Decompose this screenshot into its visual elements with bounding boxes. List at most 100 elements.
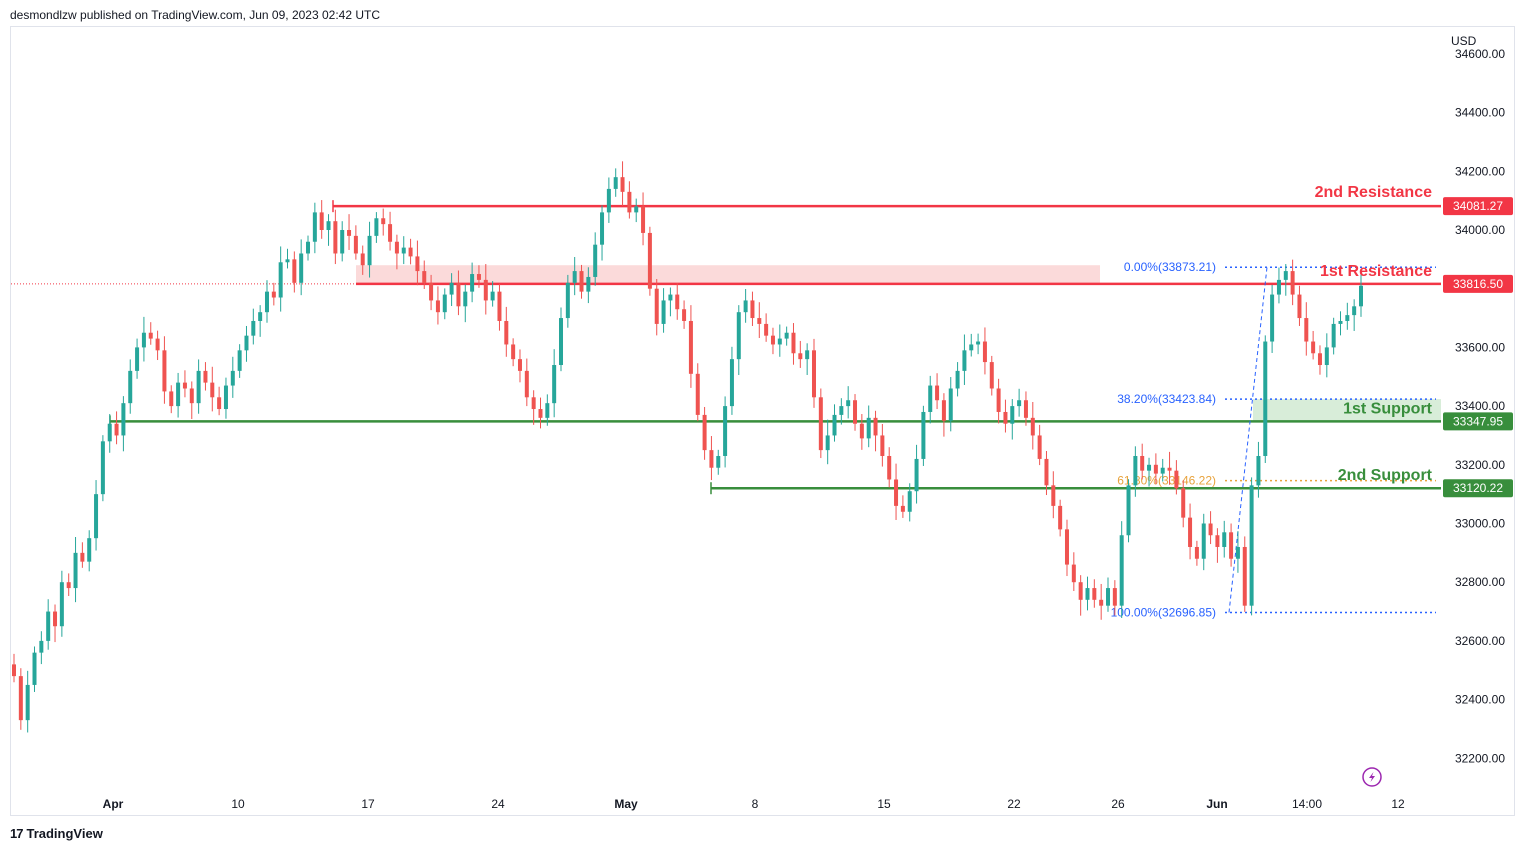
candle (675, 283, 680, 320)
candle (1017, 388, 1022, 417)
x-axis-tick: 8 (752, 797, 759, 811)
candle (470, 262, 475, 303)
candle (114, 411, 119, 445)
candle (422, 260, 427, 289)
candle (859, 414, 864, 450)
candle (668, 287, 673, 317)
candle (1297, 285, 1302, 326)
candle (907, 483, 912, 522)
candle (552, 349, 557, 418)
candle (695, 363, 700, 422)
publisher-caption: desmondlzw published on TradingView.com,… (10, 8, 381, 22)
x-axis-tick: 15 (877, 797, 891, 811)
candle (1222, 520, 1227, 558)
support-zone (1253, 399, 1441, 422)
footer-brand[interactable]: 17 TradingView (10, 826, 103, 841)
y-axis-tick: 33200.00 (1455, 458, 1505, 472)
candle (182, 370, 187, 398)
candle (627, 181, 632, 219)
candle (784, 326, 789, 346)
candle (1126, 479, 1131, 543)
fib-level-label: 0.00%(33873.21) (1124, 260, 1216, 274)
candle (490, 281, 495, 307)
candle (59, 570, 64, 637)
candle (53, 604, 58, 643)
candle (408, 238, 413, 265)
candle (1106, 577, 1111, 612)
candle (1317, 345, 1322, 375)
candle (230, 356, 235, 398)
lightning-circle-icon[interactable] (1362, 767, 1382, 787)
candle (1235, 531, 1240, 573)
candle (928, 375, 933, 424)
candle (1242, 536, 1247, 612)
candle (1051, 471, 1056, 519)
candle (709, 436, 714, 481)
candle (340, 221, 345, 262)
candle (1003, 399, 1008, 433)
candle (1352, 299, 1357, 331)
candle (1249, 477, 1254, 616)
candle (894, 463, 899, 520)
candle (579, 264, 584, 299)
x-axis-tick: 12 (1391, 797, 1405, 811)
candle (1311, 330, 1316, 360)
candle (1174, 460, 1179, 495)
candle (353, 225, 358, 260)
y-axis-tick: 33000.00 (1455, 517, 1505, 531)
fib-level-label: 38.20%(33423.84) (1117, 392, 1216, 406)
candle (777, 324, 782, 357)
candle (1229, 523, 1234, 567)
y-axis-tick: 34600.00 (1455, 47, 1505, 61)
candle (94, 480, 99, 551)
currency-label: USD (1451, 34, 1477, 48)
price-tag-text: 34081.27 (1453, 199, 1503, 213)
x-axis-tick: 17 (361, 797, 375, 811)
candle (593, 232, 598, 286)
candle (148, 322, 153, 345)
candle (1147, 457, 1152, 487)
y-axis-tick: 32400.00 (1455, 693, 1505, 707)
candle (524, 358, 529, 407)
candle (374, 212, 379, 243)
candle (1044, 451, 1049, 496)
candle (237, 344, 242, 378)
candle (476, 265, 481, 288)
candle (18, 668, 23, 730)
chart-frame[interactable]: 0.00%(33873.21) 38.20%(33423.84) 61.80%(33… (10, 26, 1515, 816)
candle (1338, 311, 1343, 336)
y-axis-tick: 33600.00 (1455, 340, 1505, 354)
candle (25, 670, 30, 733)
candle (312, 202, 317, 254)
candle (565, 274, 570, 328)
candle (1331, 317, 1336, 355)
candle (1010, 399, 1015, 440)
tradingview-logo-icon: 17 (10, 826, 24, 841)
fib-level-label: 100.00%(32696.85) (1111, 605, 1216, 619)
candle (880, 424, 885, 467)
candle (1058, 499, 1063, 537)
candle (394, 234, 399, 270)
candle (1201, 513, 1206, 571)
candle (818, 388, 823, 459)
candle (46, 599, 51, 650)
candle (196, 359, 201, 414)
candle (210, 366, 215, 412)
y-axis-tick: 33400.00 (1455, 399, 1505, 413)
candlestick-chart[interactable]: 0.00%(33873.21) 38.20%(33423.84) 61.80%(33… (11, 27, 1514, 815)
candle (169, 385, 174, 414)
candle (203, 362, 208, 391)
candle (941, 393, 946, 437)
candle (1160, 458, 1165, 482)
candle (1023, 391, 1028, 426)
x-axis-tick: 24 (491, 797, 505, 811)
candle (606, 177, 611, 223)
candle (360, 245, 365, 275)
fib-trend-line[interactable] (1228, 267, 1268, 613)
y-axis-tick: 32600.00 (1455, 634, 1505, 648)
candle (463, 284, 468, 323)
candle (846, 386, 851, 419)
candle (531, 390, 536, 425)
candle (128, 359, 133, 414)
candle (135, 338, 140, 379)
